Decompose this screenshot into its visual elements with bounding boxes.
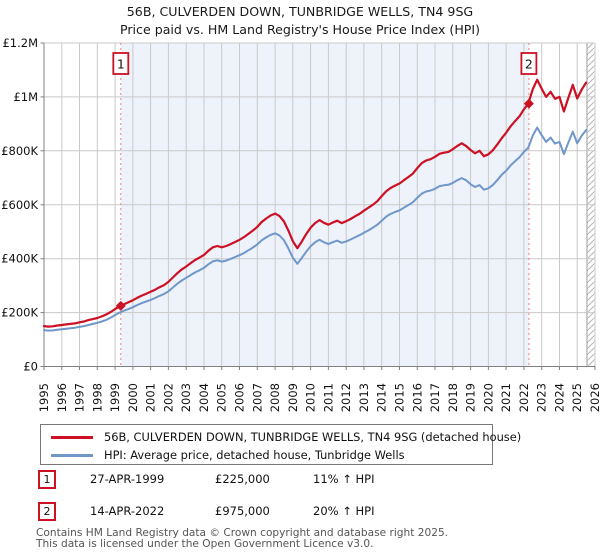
legend-label-hpi: HPI: Average price, detached house, Tunb… [104,448,405,462]
svg-text:1: 1 [117,57,125,72]
svg-text:£200K: £200K [1,306,38,320]
svg-text:2003: 2003 [179,383,193,412]
hpi-average-line [43,126,588,332]
svg-text:2024: 2024 [553,383,567,412]
transaction-row-2: 2 14-APR-2022 £975,000 20% ↑ HPI [0,502,600,521]
svg-text:1996: 1996 [55,383,69,412]
svg-text:2: 2 [525,57,533,72]
y-axis-labels: £0 £200K £400K £600K £800K £1M £1.2M [1,36,38,374]
axis-spines [40,42,596,370]
sale-point-marker [115,300,126,311]
svg-text:2022: 2022 [517,383,531,412]
svg-text:2026: 2026 [588,383,600,412]
svg-text:2014: 2014 [375,383,389,412]
legend-label-property: 56B, CULVERDEN DOWN, TUNBRIDGE WELLS, TN… [104,430,522,444]
svg-text:2016: 2016 [410,383,424,412]
svg-text:2023: 2023 [535,383,549,412]
sale-point-marker [523,98,534,109]
svg-text:£1.2M: £1.2M [2,36,38,50]
transaction-1-price: £225,000 [215,472,270,486]
svg-text:2020: 2020 [481,383,495,412]
svg-text:£400K: £400K [1,252,38,266]
svg-text:2009: 2009 [286,383,300,412]
svg-text:1999: 1999 [108,383,122,412]
svg-text:£600K: £600K [1,198,38,212]
sale-number-box: 2 [520,52,538,75]
legend-item-hpi: HPI: Average price, detached house, Tunb… [49,446,484,464]
svg-text:2025: 2025 [570,383,584,412]
copyright-footer: Contains HM Land Registry data © Crown c… [36,528,448,550]
copyright-line-2: This data is licensed under the Open Gov… [36,537,374,550]
svg-text:1997: 1997 [73,383,87,412]
transaction-1-marker: 1 [38,470,56,489]
svg-text:1995: 1995 [37,383,51,412]
hpi-line-swatch [51,453,93,457]
page-subtitle: Price paid vs. HM Land Registry's House … [119,22,481,37]
svg-text:2010: 2010 [304,383,318,412]
svg-text:2000: 2000 [126,383,140,412]
svg-text:2019: 2019 [464,383,478,412]
sale-number-box: 1 [112,52,130,75]
chart-legend: 56B, CULVERDEN DOWN, TUNBRIDGE WELLS, TN… [40,424,521,465]
svg-text:1998: 1998 [90,383,104,412]
property-line-swatch [51,435,93,439]
svg-text:2013: 2013 [357,383,371,412]
svg-text:2001: 2001 [144,383,158,412]
svg-text:2008: 2008 [268,383,282,412]
svg-text:£1M: £1M [13,90,38,104]
legend-item-property: 56B, CULVERDEN DOWN, TUNBRIDGE WELLS, TN… [49,428,521,446]
svg-text:£0: £0 [23,360,38,374]
svg-text:2012: 2012 [339,383,353,412]
svg-text:2005: 2005 [215,383,229,412]
transaction-1-date: 27-APR-1999 [90,472,165,486]
x-axis-labels: 1995 1996 1997 1998 1999 2000 2001 2002 2003 2004… [37,383,600,412]
transaction-row-1: 1 27-APR-1999 £225,000 11% ↑ HPI [0,470,600,489]
svg-text:2006: 2006 [233,383,247,412]
transaction-2-date: 14-APR-2022 [90,504,165,518]
transaction-2-price: £975,000 [215,504,270,518]
svg-text:2007: 2007 [250,383,264,412]
transaction-2-hpi-delta: 20% ↑ HPI [313,504,375,518]
page-title: 56B, CULVERDEN DOWN, TUNBRIDGE WELLS, TN… [126,4,474,19]
svg-text:2018: 2018 [446,383,460,412]
svg-text:2017: 2017 [428,383,442,412]
svg-text:2021: 2021 [499,383,513,412]
copyright-line-1: Contains HM Land Registry data © Crown c… [36,527,449,539]
svg-text:2002: 2002 [161,383,175,412]
transaction-1-hpi-delta: 11% ↑ HPI [313,472,375,486]
svg-text:2004: 2004 [197,383,211,412]
property-price-line [42,78,588,328]
svg-text:£800K: £800K [1,144,38,158]
transaction-2-marker: 2 [38,502,56,521]
svg-text:2015: 2015 [393,383,407,412]
price-chart: 1 2 £0 £200K £400K £600K £800K £1M £1.2M 1995 1996… [1,36,600,412]
svg-text:2011: 2011 [321,383,335,412]
